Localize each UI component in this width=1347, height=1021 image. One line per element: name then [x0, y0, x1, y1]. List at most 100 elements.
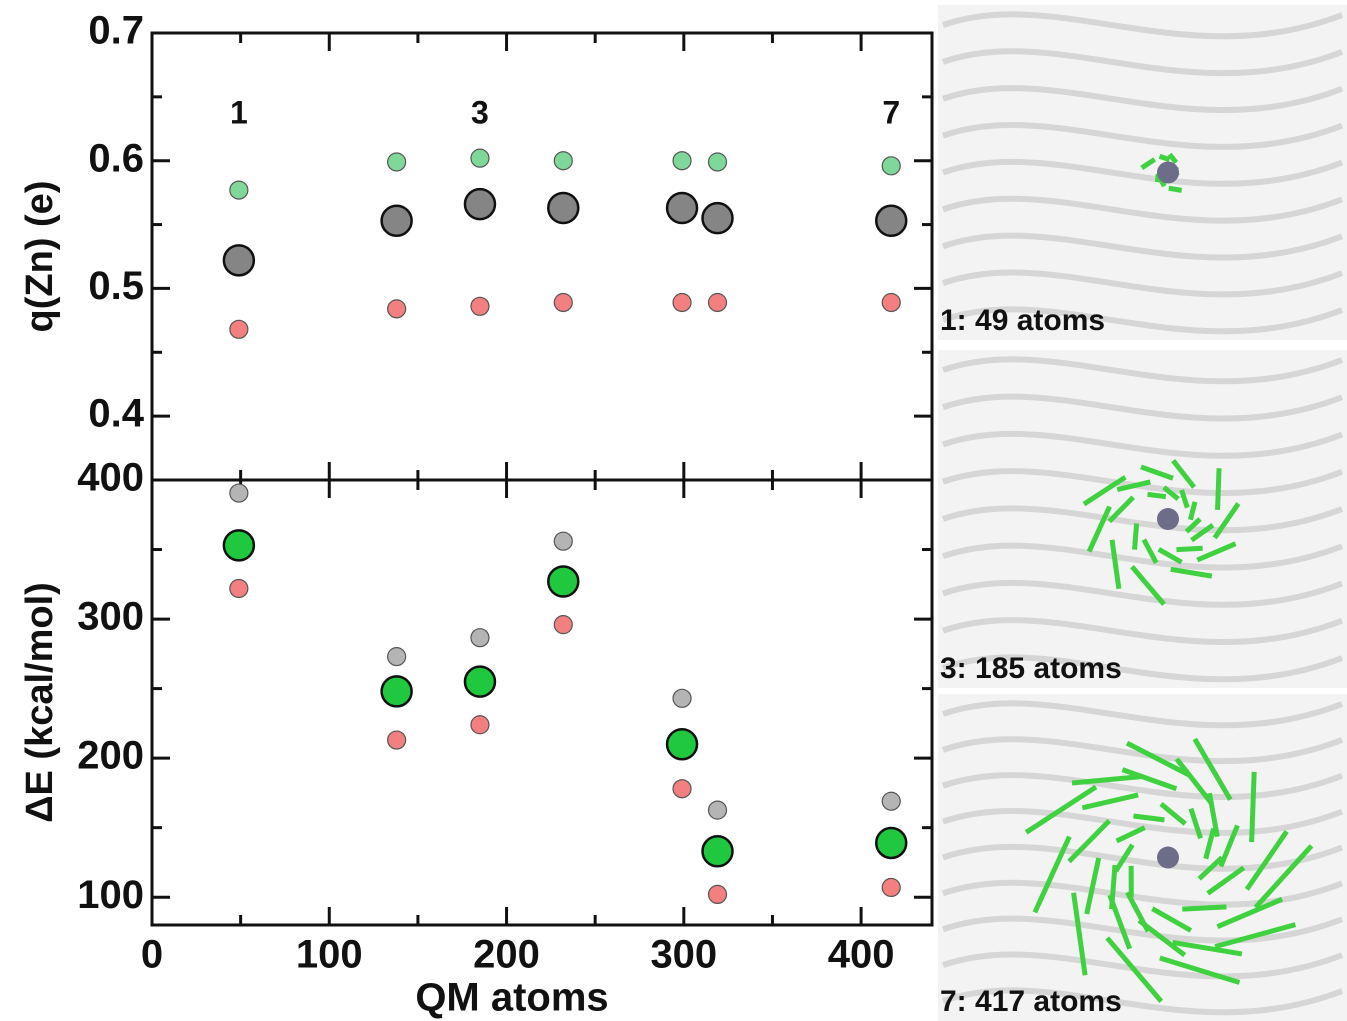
protein-image: 3: 185 atoms — [938, 350, 1347, 688]
y-axis-label: q(Zn) (e) — [19, 181, 61, 333]
x-tick-label: 400 — [828, 933, 895, 977]
x-tick-label: 200 — [473, 933, 540, 977]
y-tick-label: 300 — [77, 595, 144, 639]
plot-frame — [150, 31, 934, 482]
stick — [1206, 865, 1246, 896]
x-axis-label: QM atoms — [415, 976, 608, 1020]
point — [387, 299, 407, 319]
ribbon — [942, 48, 1344, 77]
ribbon — [942, 158, 1344, 187]
ribbon — [942, 306, 1344, 335]
ribbon — [942, 85, 1344, 114]
point — [229, 483, 249, 503]
ribbon — [942, 700, 1344, 729]
image-caption: 3: 185 atoms — [940, 652, 1122, 685]
ribbon — [942, 843, 1344, 872]
ribbon — [942, 122, 1344, 150]
stick — [1157, 547, 1183, 565]
stick — [1105, 936, 1164, 1003]
point — [222, 244, 256, 277]
stick — [1151, 906, 1193, 933]
point — [470, 715, 490, 735]
stick — [1184, 517, 1202, 534]
point — [881, 156, 901, 176]
stick — [1203, 827, 1216, 860]
point — [701, 201, 734, 235]
point — [463, 187, 497, 221]
stick — [1253, 844, 1314, 910]
stick — [1067, 818, 1112, 864]
stick — [1214, 922, 1297, 950]
ribbon — [942, 951, 1344, 980]
stick — [1158, 153, 1171, 163]
ribbon — [942, 542, 1344, 571]
ribbon — [942, 232, 1344, 261]
ribbon — [942, 269, 1344, 298]
stick — [1179, 489, 1190, 509]
y-tick-label: 0.5 — [88, 264, 144, 308]
stick — [1167, 152, 1179, 165]
x-tick-label: 300 — [650, 933, 717, 977]
zn-atom — [1157, 846, 1179, 869]
stick — [1132, 523, 1140, 550]
ribbon — [942, 736, 1344, 765]
point — [222, 529, 256, 562]
point — [707, 152, 728, 172]
stick — [1147, 491, 1167, 500]
stick — [1218, 824, 1240, 868]
point — [229, 180, 249, 200]
stick — [1133, 813, 1165, 823]
stick — [1121, 767, 1178, 792]
stick — [1249, 771, 1257, 843]
stick — [1187, 501, 1198, 521]
point — [874, 826, 908, 860]
y-tick-label: 0.7 — [88, 9, 144, 53]
stick — [1086, 505, 1112, 553]
point — [387, 647, 407, 667]
ribbon — [942, 195, 1344, 224]
point — [707, 884, 728, 905]
y-axis-label: ΔE (kcal/mol) — [19, 582, 61, 823]
point — [672, 151, 692, 171]
ribbon — [942, 915, 1344, 944]
image-caption: 7: 417 atoms — [940, 985, 1122, 1018]
point — [229, 578, 249, 599]
point — [380, 675, 413, 708]
annotation: 7 — [882, 94, 900, 130]
stick — [1172, 939, 1243, 957]
stick — [1188, 807, 1203, 840]
ribbon — [942, 430, 1344, 459]
y-tick-label: 0.6 — [88, 136, 144, 180]
point — [387, 152, 407, 172]
ribbon — [942, 772, 1344, 801]
point — [470, 148, 490, 168]
stick — [1176, 545, 1203, 553]
point — [463, 665, 497, 698]
point — [470, 628, 490, 648]
plot-frame — [150, 478, 934, 927]
stick — [1071, 892, 1088, 976]
stick — [1084, 857, 1102, 915]
stick — [1115, 825, 1146, 844]
point — [229, 319, 249, 339]
stick — [1159, 802, 1187, 826]
stick — [1109, 539, 1122, 590]
stick — [1174, 757, 1214, 806]
point — [881, 791, 901, 811]
protein-image: 1: 49 atoms — [938, 5, 1347, 340]
stick — [1024, 784, 1098, 835]
y-tick-label: 400 — [77, 456, 144, 500]
point — [672, 779, 692, 799]
zn-atom — [1157, 508, 1179, 530]
stick — [1137, 918, 1187, 958]
stick — [1215, 468, 1222, 510]
stick — [1141, 538, 1159, 564]
ribbon — [942, 468, 1344, 497]
stick — [1125, 740, 1191, 778]
stick — [1140, 464, 1174, 481]
ribbon — [942, 11, 1344, 40]
point — [553, 292, 573, 313]
point — [547, 565, 580, 598]
x-tick-label: 0 — [141, 933, 163, 977]
